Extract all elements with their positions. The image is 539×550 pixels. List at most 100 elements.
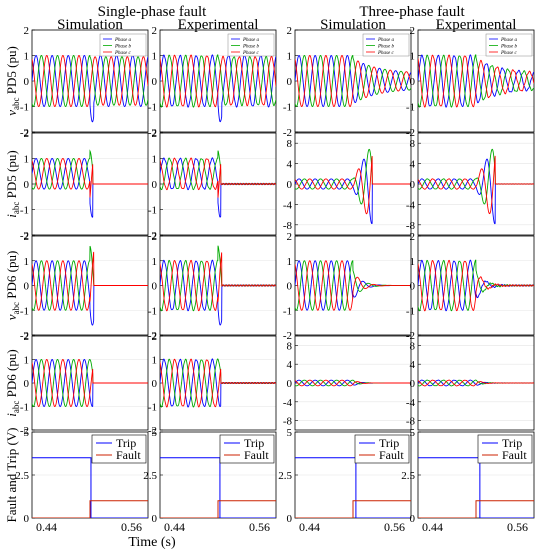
y-tick-label: 2: [24, 231, 30, 243]
y-tick-label: -4: [283, 199, 293, 211]
series-line-b: [295, 148, 411, 205]
y-axis-label: vabc PD6 (pu): [4, 251, 21, 321]
x-tick-label: 0.44: [164, 520, 185, 534]
y-label-subscript: abc: [11, 401, 21, 414]
series-line-c: [32, 251, 148, 311]
y-tick-label: -8: [283, 416, 293, 428]
series-line-a: [295, 158, 411, 225]
y-tick-label: 5: [287, 427, 293, 439]
trip-line: [295, 457, 411, 518]
legend-box: [91, 434, 147, 464]
plot-area: [418, 259, 534, 312]
plot-area: [160, 457, 276, 518]
y-tick-label: 2: [287, 231, 293, 243]
y-tick-label: -2: [148, 330, 157, 342]
panel: -8 -4 0 4 8: [406, 335, 535, 431]
x-tick-label: 0.56: [384, 520, 405, 534]
x-tick-label: 0.44: [36, 520, 57, 534]
y-tick-label: 4: [410, 159, 416, 171]
legend-label: Trip: [502, 436, 522, 450]
y-axis-label: Fault and Trip (V): [4, 428, 19, 523]
y-tick-label: 1: [24, 51, 30, 63]
y-tick-label: 0: [410, 378, 416, 390]
y-tick-label: 0: [152, 76, 158, 88]
panel: -2 -1 0 1 2: [20, 128, 149, 242]
y-tick-label: -2: [20, 425, 29, 437]
y-tick-label: 0: [287, 378, 293, 390]
trip-line: [160, 457, 276, 518]
legend-label: Trip: [116, 436, 136, 450]
y-tick-label: 0: [24, 378, 30, 390]
y-tick-label: 2: [152, 331, 158, 343]
y-tick-label: -2: [148, 127, 157, 139]
y-label-text: PD5 (pu): [4, 150, 19, 201]
fault-line: [418, 500, 534, 518]
legend-label: Trip: [379, 436, 399, 450]
series-line-b: [32, 55, 148, 107]
y-label-symbol: v: [4, 314, 19, 320]
y-tick-label: -8: [283, 220, 293, 232]
series-line-c: [418, 54, 534, 108]
y-tick-label: 1: [24, 256, 30, 268]
legend-box: [477, 434, 533, 464]
legend-label: Phase b: [377, 45, 394, 50]
y-tick-label: -2: [20, 230, 29, 242]
fault-line: [160, 500, 276, 518]
series-line-c: [32, 55, 148, 107]
y-tick-label: -1: [283, 102, 292, 114]
legend-label: Phase c: [377, 51, 394, 56]
y-tick-label: 0: [24, 281, 30, 293]
series-line-c: [295, 156, 411, 215]
legend-box: [362, 33, 410, 57]
y-tick-label: 2: [152, 231, 158, 243]
series-line-b: [418, 148, 534, 205]
legend-label: Phase a: [500, 38, 517, 43]
y-tick-label: 5: [152, 427, 158, 439]
series-line-b: [418, 259, 534, 312]
panel: -2 -1 0 1 2: [20, 231, 149, 342]
legend-label: Phase b: [242, 45, 259, 50]
plot-area: [160, 245, 276, 326]
legend-label: Fault: [244, 448, 269, 462]
y-tick-label: -2: [406, 127, 415, 139]
x-tick-label: 0.56: [249, 520, 270, 534]
series-line-c: [418, 155, 534, 215]
y-tick-label: 2: [24, 128, 30, 140]
y-tick-label: 4: [410, 359, 416, 371]
plot-area: [295, 55, 411, 107]
trip-line: [418, 457, 534, 518]
y-tick-label: 0: [152, 179, 158, 191]
y-tick-label: -1: [20, 102, 29, 114]
plot-area: [295, 379, 411, 387]
legend-box: [485, 33, 533, 57]
y-tick-label: 2.5: [15, 470, 29, 482]
x-tick-label: 0.44: [422, 520, 443, 534]
y-tick-label: -1: [406, 305, 415, 317]
y-label-symbol: v: [4, 110, 19, 116]
column-title: Experimental: [436, 17, 517, 33]
plot-area: [160, 54, 276, 123]
series-line-c: [295, 260, 411, 311]
column-title: Experimental: [178, 17, 259, 33]
y-tick-label: 2.5: [278, 470, 292, 482]
y-tick-label: 1: [152, 154, 158, 166]
plot-area: [418, 379, 534, 387]
series-line-c: [418, 379, 534, 387]
y-tick-label: 2.5: [401, 470, 415, 482]
series-line-c: [418, 259, 534, 312]
panel: -2 -1 0 1 2: [148, 128, 277, 242]
y-tick-label: 0: [287, 76, 293, 88]
y-tick-label: -2: [283, 330, 292, 342]
y-tick-label: -2: [283, 127, 292, 139]
y-tick-label: 2: [24, 25, 30, 37]
group-title-single: Single-phase fault: [98, 4, 208, 20]
y-tick-label: -4: [406, 397, 416, 409]
legend-label: Phase c: [242, 51, 259, 56]
y-tick-label: 8: [410, 138, 416, 150]
legend-label: Phase b: [500, 45, 517, 50]
y-tick-label: -4: [406, 199, 416, 211]
